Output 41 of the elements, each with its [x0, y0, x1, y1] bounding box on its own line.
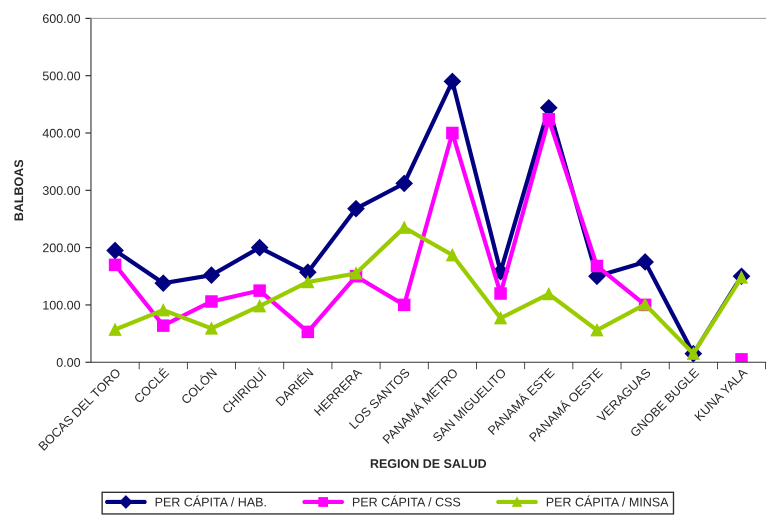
point — [302, 326, 314, 338]
y-tick-label: 0.00 — [56, 358, 80, 367]
y-tick-label: 200.00 — [42, 243, 80, 252]
y-tick-label: 400.00 — [42, 128, 80, 138]
point — [398, 298, 410, 312]
point — [446, 248, 459, 262]
point — [251, 239, 268, 256]
point — [542, 288, 556, 300]
legend-label: PER CÁPITA / MINSA — [546, 496, 668, 506]
y-tick-label: 300.00 — [42, 186, 80, 195]
point — [157, 319, 170, 332]
point — [299, 264, 316, 281]
point — [157, 304, 170, 316]
point — [154, 274, 172, 292]
point — [205, 295, 218, 308]
point — [590, 324, 604, 336]
point — [494, 287, 507, 300]
legend-label: PER CÁPITA / HAB. — [156, 496, 266, 506]
point — [542, 112, 556, 126]
point — [347, 200, 365, 218]
point — [106, 242, 124, 260]
y-tick-label: 100.00 — [43, 300, 80, 310]
point — [350, 267, 362, 280]
point — [396, 174, 413, 192]
point — [446, 126, 459, 140]
point — [636, 253, 654, 271]
point — [590, 260, 604, 272]
point — [108, 323, 122, 336]
legend-label: PER CÁPITA / CSS — [352, 496, 460, 506]
point — [108, 258, 122, 272]
point — [494, 312, 507, 324]
point — [253, 300, 266, 312]
point — [253, 284, 266, 297]
x-axis-title: REGION DE SALUD — [370, 459, 486, 468]
point — [302, 276, 314, 288]
y-tick-label: 500.00 — [42, 71, 80, 80]
point — [202, 266, 220, 284]
y-tick-label: 600.00 — [42, 14, 80, 24]
point — [205, 322, 218, 335]
y-axis-title: BALBOAS — [14, 160, 24, 220]
point — [444, 72, 461, 90]
